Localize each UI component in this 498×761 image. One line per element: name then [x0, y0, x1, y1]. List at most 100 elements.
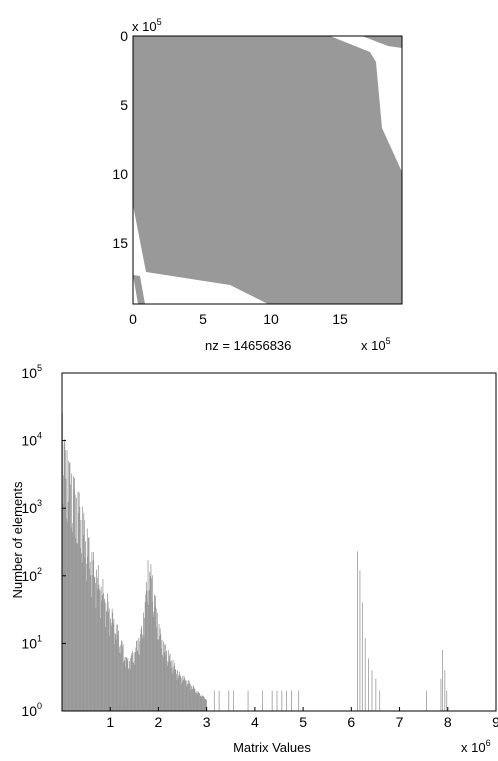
histogram-bar: [86, 528, 88, 711]
histogram-bar: [99, 589, 100, 711]
histogram-bar: [116, 624, 118, 711]
histogram-bar: [97, 577, 99, 711]
spy-y-tick-10: 10: [112, 166, 128, 182]
histogram-bar: [163, 652, 165, 711]
histogram-bar: [83, 513, 85, 711]
spy-nonzero-region: [133, 36, 402, 304]
histogram-frame: [61, 372, 497, 712]
spy-plot: 0 5 10 15 0 5 10 15 x 105 x 105 nz = 146…: [112, 17, 403, 353]
spy-nz-label: nz = 14656836: [205, 338, 291, 353]
histogram-bar: [100, 617, 101, 711]
histogram-bar: [204, 698, 206, 711]
histogram-bar: [88, 537, 90, 711]
histogram-bar: [186, 680, 188, 711]
histogram-bar: [165, 655, 167, 711]
histogram-x-tick-label: 4: [251, 714, 259, 730]
histogram-bar: [109, 635, 111, 711]
histogram-bar: [70, 527, 72, 711]
histogram-bar: [92, 560, 94, 711]
histogram-bar: [187, 684, 189, 711]
histogram-bar: [144, 617, 145, 711]
histogram-y-tick-label: 105: [21, 363, 42, 381]
histogram-bar: [132, 662, 134, 711]
histogram-bar: [133, 662, 134, 711]
histogram-bar: [179, 674, 181, 711]
histogram-bar: [110, 623, 112, 711]
histogram-bar: [85, 541, 86, 711]
histogram-bar: [174, 668, 176, 711]
histogram-spike-bar: [218, 690, 220, 711]
histogram-bar: [203, 696, 205, 711]
histogram-bar: [180, 675, 181, 711]
histogram-bar: [122, 644, 124, 711]
histogram-bar: [126, 657, 128, 711]
histogram-bar: [114, 633, 116, 711]
histogram-bar: [149, 571, 151, 711]
histogram-x-tick-label: 5: [299, 714, 307, 730]
histogram-bar: [104, 627, 106, 711]
histogram-bar: [189, 684, 191, 711]
histogram-bar: [185, 680, 187, 711]
histogram-bar: [121, 641, 123, 711]
spy-y-tick-15: 15: [112, 235, 128, 251]
histogram-bar: [105, 603, 107, 711]
histogram-bar: [140, 628, 142, 711]
histogram-bar: [174, 663, 176, 711]
histogram-bar: [136, 640, 138, 711]
histogram-bar: [148, 604, 150, 711]
histogram-bar: [184, 679, 186, 711]
histogram-bar: [82, 535, 84, 711]
histogram-bar: [169, 655, 170, 711]
histogram-bar: [193, 688, 195, 711]
histogram-x-tick-label: 9: [492, 714, 498, 730]
spy-bottom-left-sliver: [133, 275, 145, 304]
histogram-bar: [157, 639, 159, 711]
histogram-bar: [158, 624, 160, 711]
histogram-bar: [93, 552, 95, 711]
histogram-spike-bar: [361, 602, 363, 711]
histogram-bar: [78, 492, 80, 711]
histogram-spike-bar: [213, 690, 215, 711]
histogram-bar: [129, 660, 130, 711]
histogram-bar: [152, 616, 154, 711]
histogram-bar: [82, 506, 84, 711]
histogram-spike-bar: [379, 690, 381, 711]
histogram-spike-bar: [441, 649, 443, 711]
histogram-bar: [84, 557, 86, 711]
histogram-bar: [81, 553, 82, 711]
histogram-y-tick-label: 104: [21, 431, 42, 449]
histogram-bar: [115, 634, 117, 711]
histogram-bar: [145, 582, 147, 711]
histogram-bar: [107, 593, 108, 711]
histogram-bar: [123, 660, 125, 711]
histogram-bar: [120, 653, 122, 711]
histogram-bar: [204, 698, 206, 711]
histogram-bar: [150, 564, 152, 711]
histogram-bar: [151, 578, 152, 711]
histogram-bar: [193, 686, 195, 711]
histogram-bar: [76, 542, 78, 711]
histogram-bar: [198, 692, 200, 711]
histogram-y-tick-label: 101: [21, 633, 42, 651]
histogram-bar: [116, 624, 118, 711]
histogram-bar: [173, 666, 175, 711]
histogram-bar: [73, 488, 75, 711]
histogram-bar: [161, 639, 163, 711]
histogram-x-tick-label: 6: [347, 714, 355, 730]
histogram-bar: [64, 439, 66, 711]
histogram-bar: [132, 651, 133, 711]
spy-plot-border: [132, 35, 403, 305]
histogram-bar: [156, 627, 158, 711]
histogram-bar: [175, 674, 177, 711]
histogram-bar: [155, 596, 156, 711]
histogram-bar: [141, 625, 143, 711]
histogram-bar: [110, 618, 111, 711]
histogram-bars: [62, 413, 448, 711]
histogram-bar: [181, 683, 183, 711]
histogram-y-tick-label: 103: [21, 498, 42, 516]
histogram-bar: [68, 460, 70, 711]
histogram-bar: [196, 692, 198, 711]
histogram-bar: [176, 680, 178, 711]
histogram-bar: [112, 612, 114, 711]
